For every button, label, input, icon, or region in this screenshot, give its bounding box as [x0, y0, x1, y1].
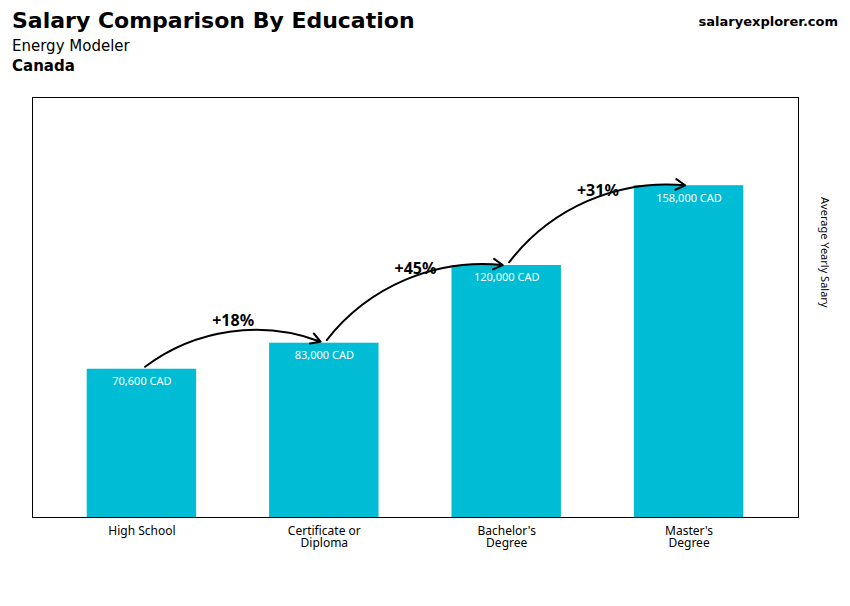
svg-text:High School: High School	[108, 522, 175, 539]
svg-text:158,000 CAD: 158,000 CAD	[656, 190, 722, 205]
html-text:Energy Modeler: Energy Modeler	[12, 37, 130, 55]
html-text:Canada: Canada	[12, 57, 75, 75]
svg-text:+18%: +18%	[212, 309, 254, 331]
svg-text:Master'sDegree: Master'sDegree	[665, 522, 713, 551]
svg-text:70,600 CAD: 70,600 CAD	[112, 373, 171, 388]
html-text:Salary Comparison By Education: Salary Comparison By Education	[12, 8, 415, 33]
svg-text:Average Yearly Salary: Average Yearly Salary	[818, 197, 833, 308]
svg-text:+31%: +31%	[577, 179, 619, 201]
svg-text:Certificate orDiploma: Certificate orDiploma	[288, 522, 361, 551]
svg-text:120,000 CAD: 120,000 CAD	[474, 269, 540, 284]
svg-text:83,000 CAD: 83,000 CAD	[295, 347, 354, 362]
svg-text:Bachelor'sDegree: Bachelor'sDegree	[478, 522, 537, 551]
svg-text:+45%: +45%	[395, 257, 437, 279]
html-text:salary explorer.com: salary explorer.com	[698, 14, 838, 29]
